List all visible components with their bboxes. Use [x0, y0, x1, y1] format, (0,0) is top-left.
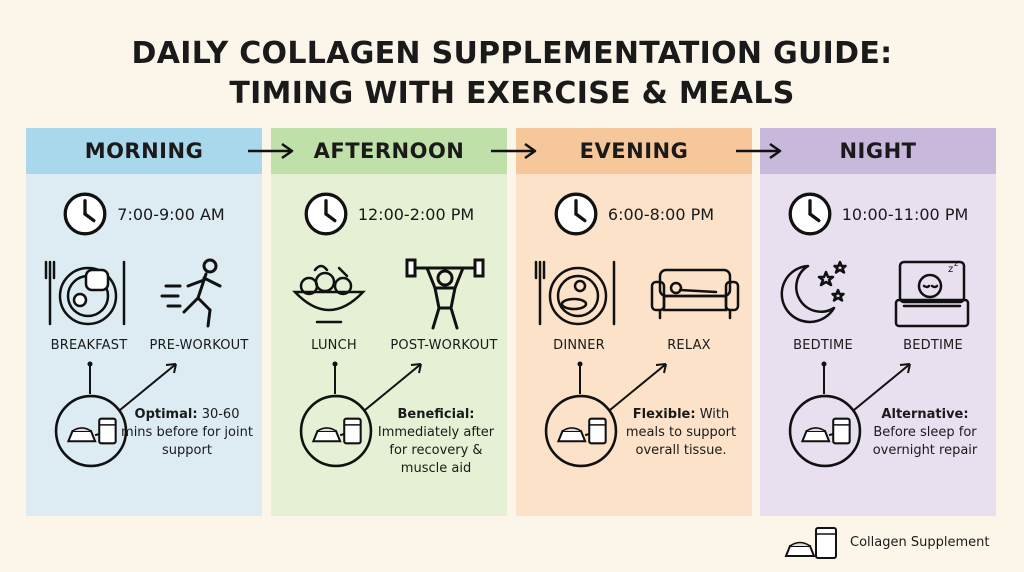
panel-morning: MORNING 7:00-9:00 AM BREAKFAST PRE-WORKO… — [26, 128, 262, 516]
collagen-supplement-icon — [544, 394, 618, 468]
flow-arrow-icon — [248, 142, 294, 160]
collagen-scoop-glass-icon — [784, 527, 837, 559]
timing-note: Alternative: Before sleep for overnight … — [860, 406, 990, 460]
collagen-supplement-icon — [788, 394, 862, 468]
activity-label-left: BEDTIME — [793, 338, 853, 353]
note-emphasis: Alternative: — [881, 407, 969, 422]
panel-heading: MORNING — [26, 128, 262, 174]
breakfast-icon — [44, 260, 126, 326]
activity-icons — [516, 256, 752, 336]
timing-note: Optimal: 30-60 mins before for joint sup… — [118, 406, 256, 460]
note-emphasis: Optimal: — [134, 407, 198, 422]
activity-label-left: DINNER — [553, 338, 605, 353]
timing-note: Flexible: With meals to support overall … — [616, 406, 746, 460]
panel-evening: EVENING 6:00-8:00 PM DINNER RELAX Flexib… — [516, 128, 752, 516]
note-text: Before sleep for overnight repair — [872, 425, 978, 458]
activity-label-right: PRE-WORKOUT — [149, 338, 249, 353]
collagen-supplement-icon — [54, 394, 128, 468]
panel-heading: NIGHT — [760, 128, 996, 174]
weightlifter-icon — [405, 258, 485, 330]
legend: Collagen Supplement — [784, 520, 989, 564]
flow-arrow-icon — [736, 142, 782, 160]
note-emphasis: Beneficial: — [397, 407, 475, 422]
moon-stars-icon — [780, 260, 847, 324]
activity-label-left: BREAKFAST — [50, 338, 128, 353]
svg-text:z: z — [954, 259, 958, 268]
time-row: 12:00-2:00 PM — [271, 192, 507, 236]
note-emphasis: Flexible: — [632, 407, 696, 422]
connector-lines — [332, 361, 422, 411]
time-row: 6:00-8:00 PM — [516, 192, 752, 236]
dinner-plate-icon — [534, 260, 616, 326]
sofa-icon — [650, 268, 740, 320]
time-range: 10:00-11:00 PM — [841, 204, 969, 224]
page-title: DAILY COLLAGEN SUPPLEMENTATION GUIDE: TI… — [0, 34, 1024, 114]
activity-icons — [271, 256, 507, 336]
panel-heading: AFTERNOON — [271, 128, 507, 174]
activity-label-right: POST-WORKOUT — [390, 338, 498, 353]
flow-arrow-icon — [491, 142, 537, 160]
connector-lines — [87, 361, 177, 411]
legend-label: Collagen Supplement — [850, 534, 990, 550]
svg-text:z: z — [948, 264, 953, 275]
activity-label-left: LUNCH — [311, 338, 357, 353]
note-text: 30-60 mins before for joint support — [121, 407, 253, 458]
panel-afternoon: AFTERNOON 12:00-2:00 PM LUNCH POST-WORKO… — [271, 128, 507, 516]
panel-heading: EVENING — [516, 128, 752, 174]
activity-icons — [26, 256, 262, 336]
time-row: 10:00-11:00 PM — [760, 192, 996, 236]
note-text: Immediately after for recovery & muscle … — [377, 425, 495, 476]
connector-lines — [577, 361, 667, 411]
activity-label-right: RELAX — [667, 338, 711, 353]
timing-note: Beneficial: Immediately after for recove… — [371, 406, 501, 478]
sleeping-person-icon: zz — [894, 259, 970, 328]
time-range: 12:00-2:00 PM — [357, 204, 475, 224]
connector-lines — [821, 361, 911, 411]
time-row: 7:00-9:00 AM — [26, 192, 262, 236]
time-range: 7:00-9:00 AM — [117, 204, 225, 224]
collagen-supplement-icon — [299, 394, 373, 468]
title-line-1: DAILY COLLAGEN SUPPLEMENTATION GUIDE: — [131, 36, 893, 71]
running-person-icon — [160, 258, 222, 328]
salad-bowl-icon — [292, 264, 366, 324]
time-range: 6:00-8:00 PM — [607, 204, 715, 224]
note-text: With meals to support overall tissue. — [625, 407, 737, 458]
title-line-2: TIMING WITH EXERCISE & MEALS — [229, 76, 795, 111]
activity-label-right: BEDTIME — [903, 338, 963, 353]
